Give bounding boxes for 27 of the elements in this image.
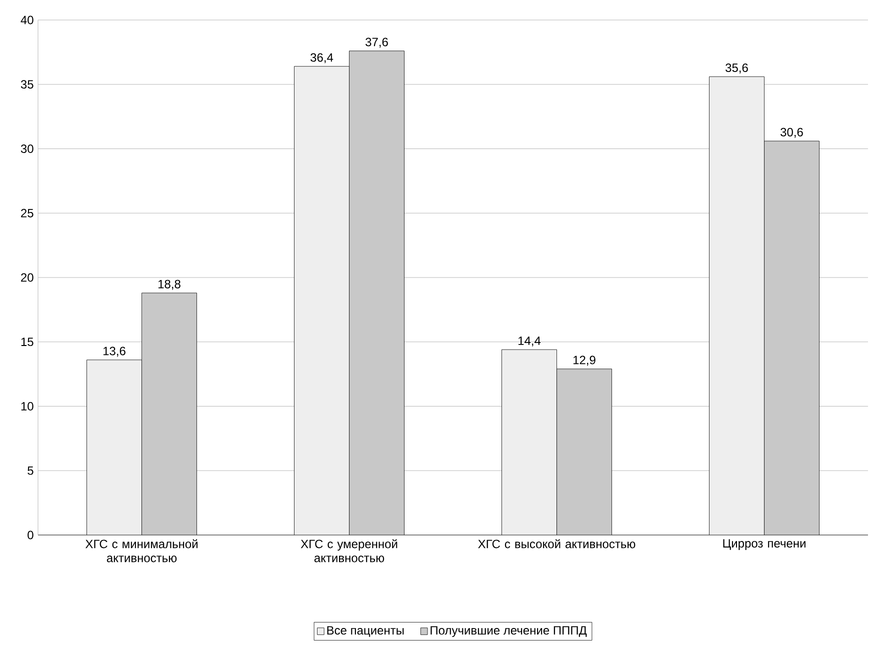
- x-tick-label: Цирроз печени: [723, 539, 806, 550]
- data-label: 18,8: [158, 280, 180, 290]
- data-label: 14,4: [518, 336, 541, 346]
- legend-label: Получившие лечение ПППД: [430, 626, 587, 637]
- y-tick-label: 5: [28, 466, 34, 475]
- data-label: 36,4: [310, 53, 334, 64]
- bar: [502, 350, 557, 535]
- data-label: 12,9: [573, 356, 596, 366]
- bar: [86, 360, 142, 535]
- x-tick-label: ХГС с минимальной активностью: [85, 539, 198, 562]
- x-tick-label: ХГС с умеренной активностью: [300, 539, 398, 562]
- y-tick-label: 20: [21, 273, 34, 282]
- bar: [294, 66, 350, 535]
- y-tick-label: 35: [20, 80, 34, 89]
- data-label: 30,6: [780, 128, 803, 138]
- y-tick-label: 10: [21, 402, 34, 410]
- y-tick-label: 0: [28, 530, 34, 540]
- data-label: 35,6: [726, 64, 748, 74]
- x-tick-label: ХГС с высокой активностью: [478, 539, 636, 548]
- y-tick-label: 40: [20, 16, 34, 24]
- data-label: 37,6: [366, 38, 388, 48]
- y-tick-label: 25: [21, 208, 34, 218]
- legend-label: Все пациенты: [327, 626, 404, 637]
- data-label: 13,6: [103, 346, 126, 357]
- y-tick-label: 15: [21, 338, 34, 346]
- bar: [709, 76, 764, 535]
- y-tick-label: 30: [20, 144, 34, 153]
